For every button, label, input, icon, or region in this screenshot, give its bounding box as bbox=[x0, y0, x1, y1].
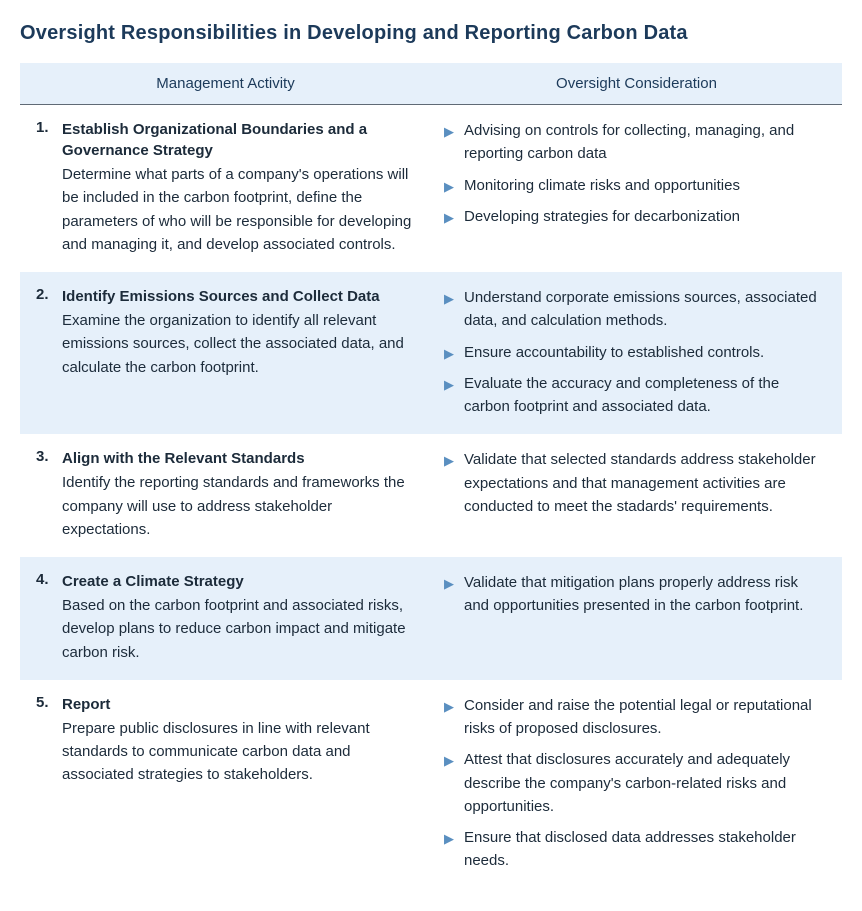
management-activity-cell: 4.Create a Climate StrategyBased on the … bbox=[20, 571, 434, 664]
oversight-consideration-cell: ▶Understand corporate emissions sources,… bbox=[434, 286, 842, 418]
table-header-row: Management Activity Oversight Considerat… bbox=[20, 63, 842, 105]
triangle-bullet-icon: ▶ bbox=[444, 694, 464, 741]
table-row: 2.Identify Emissions Sources and Collect… bbox=[20, 272, 842, 434]
bullet-text: Understand corporate emissions sources, … bbox=[464, 286, 826, 333]
row-number: 4. bbox=[36, 571, 62, 664]
oversight-consideration-cell: ▶Validate that selected standards addres… bbox=[434, 448, 842, 541]
table-row: 4.Create a Climate StrategyBased on the … bbox=[20, 557, 842, 680]
triangle-bullet-icon: ▶ bbox=[444, 119, 464, 166]
bullet-text: Consider and raise the potential legal o… bbox=[464, 694, 826, 741]
bullet-item: ▶Monitoring climate risks and opportunit… bbox=[444, 174, 826, 197]
management-activity-cell: 1.Establish Organizational Boundaries an… bbox=[20, 119, 434, 256]
triangle-bullet-icon: ▶ bbox=[444, 341, 464, 364]
triangle-bullet-icon: ▶ bbox=[444, 174, 464, 197]
bullet-text: Developing strategies for decarbonizatio… bbox=[464, 205, 826, 228]
triangle-bullet-icon: ▶ bbox=[444, 826, 464, 873]
bullet-text: Validate that mitigation plans properly … bbox=[464, 571, 826, 618]
table-row: 5.ReportPrepare public disclosures in li… bbox=[20, 680, 842, 889]
row-number: 5. bbox=[36, 694, 62, 873]
triangle-bullet-icon: ▶ bbox=[444, 571, 464, 618]
activity-title: Establish Organizational Boundaries and … bbox=[62, 119, 418, 161]
bullet-text: Ensure accountability to established con… bbox=[464, 341, 826, 364]
activity-title: Create a Climate Strategy bbox=[62, 571, 418, 592]
oversight-consideration-cell: ▶Consider and raise the potential legal … bbox=[434, 694, 842, 873]
activity-description: Determine what parts of a company's oper… bbox=[62, 163, 418, 256]
triangle-bullet-icon: ▶ bbox=[444, 448, 464, 518]
table-body: 1.Establish Organizational Boundaries an… bbox=[20, 105, 842, 889]
table-row: 1.Establish Organizational Boundaries an… bbox=[20, 105, 842, 272]
bullet-item: ▶Validate that mitigation plans properly… bbox=[444, 571, 826, 618]
activity-description: Prepare public disclosures in line with … bbox=[62, 717, 418, 787]
activity-title: Report bbox=[62, 694, 418, 715]
activity-content: ReportPrepare public disclosures in line… bbox=[62, 694, 418, 873]
header-left: Management Activity bbox=[20, 63, 431, 104]
activity-content: Identify Emissions Sources and Collect D… bbox=[62, 286, 418, 418]
activity-content: Establish Organizational Boundaries and … bbox=[62, 119, 418, 256]
activity-content: Align with the Relevant StandardsIdentif… bbox=[62, 448, 418, 541]
bullet-item: ▶Developing strategies for decarbonizati… bbox=[444, 205, 826, 228]
activity-description: Identify the reporting standards and fra… bbox=[62, 471, 418, 541]
management-activity-cell: 3.Align with the Relevant StandardsIdent… bbox=[20, 448, 434, 541]
triangle-bullet-icon: ▶ bbox=[444, 372, 464, 419]
activity-description: Examine the organization to identify all… bbox=[62, 309, 418, 379]
bullet-text: Validate that selected standards address… bbox=[464, 448, 826, 518]
bullet-text: Monitoring climate risks and opportuniti… bbox=[464, 174, 826, 197]
bullet-item: ▶Ensure that disclosed data addresses st… bbox=[444, 826, 826, 873]
row-number: 1. bbox=[36, 119, 62, 256]
activity-title: Identify Emissions Sources and Collect D… bbox=[62, 286, 418, 307]
bullet-text: Ensure that disclosed data addresses sta… bbox=[464, 826, 826, 873]
row-number: 3. bbox=[36, 448, 62, 541]
management-activity-cell: 2.Identify Emissions Sources and Collect… bbox=[20, 286, 434, 418]
row-number: 2. bbox=[36, 286, 62, 418]
activity-description: Based on the carbon footprint and associ… bbox=[62, 594, 418, 664]
page-title: Oversight Responsibilities in Developing… bbox=[20, 22, 842, 45]
bullet-item: ▶Validate that selected standards addres… bbox=[444, 448, 826, 518]
header-right: Oversight Consideration bbox=[431, 63, 842, 104]
bullet-item: ▶Understand corporate emissions sources,… bbox=[444, 286, 826, 333]
activity-content: Create a Climate StrategyBased on the ca… bbox=[62, 571, 418, 664]
table-row: 3.Align with the Relevant StandardsIdent… bbox=[20, 434, 842, 557]
bullet-text: Evaluate the accuracy and completeness o… bbox=[464, 372, 826, 419]
triangle-bullet-icon: ▶ bbox=[444, 205, 464, 228]
oversight-consideration-cell: ▶Validate that mitigation plans properly… bbox=[434, 571, 842, 664]
bullet-text: Advising on controls for collecting, man… bbox=[464, 119, 826, 166]
activity-title: Align with the Relevant Standards bbox=[62, 448, 418, 469]
bullet-item: ▶Consider and raise the potential legal … bbox=[444, 694, 826, 741]
oversight-consideration-cell: ▶Advising on controls for collecting, ma… bbox=[434, 119, 842, 256]
management-activity-cell: 5.ReportPrepare public disclosures in li… bbox=[20, 694, 434, 873]
triangle-bullet-icon: ▶ bbox=[444, 286, 464, 333]
bullet-item: ▶Evaluate the accuracy and completeness … bbox=[444, 372, 826, 419]
bullet-item: ▶Advising on controls for collecting, ma… bbox=[444, 119, 826, 166]
bullet-item: ▶Ensure accountability to established co… bbox=[444, 341, 826, 364]
oversight-table: Management Activity Oversight Considerat… bbox=[20, 63, 842, 889]
